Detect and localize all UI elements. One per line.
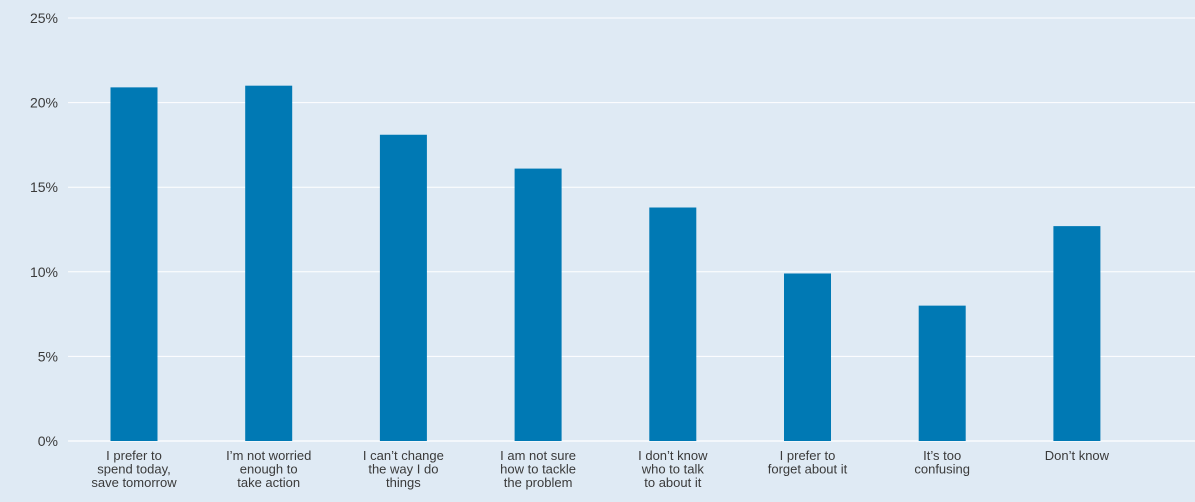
- x-category-label-line: the problem: [504, 475, 573, 490]
- y-tick-label: 25%: [30, 10, 58, 26]
- y-tick-label: 15%: [30, 179, 58, 195]
- x-category-label: I don’t know who to talk to about it: [638, 448, 708, 490]
- x-category-label-line: I’m not worried: [226, 448, 311, 463]
- y-tick-label: 5%: [38, 348, 58, 364]
- bar: [918, 305, 966, 441]
- y-tick-label: 20%: [30, 95, 58, 111]
- x-category-label-line: to about it: [644, 475, 701, 490]
- grid: [68, 17, 1195, 442]
- x-category-label-line: save tomorrow: [91, 475, 177, 490]
- x-category-label-line: the way I do: [368, 462, 438, 477]
- x-category-label-line: things: [386, 475, 421, 490]
- x-category-label-line: who to talk: [641, 462, 705, 477]
- x-category-label: I prefer to spend today, save tomorrow: [91, 448, 177, 490]
- bar: [245, 85, 293, 442]
- x-category-label-line: I prefer to: [106, 448, 162, 463]
- x-category-label: I prefer to forget about it: [768, 448, 848, 477]
- x-category-label-line: I am not sure: [500, 448, 576, 463]
- bar: [514, 168, 562, 441]
- x-category-label-line: It’s too: [923, 448, 961, 463]
- x-category-label-line: take action: [237, 475, 300, 490]
- x-category-label-line: enough to: [240, 462, 298, 477]
- y-tick-label: 10%: [30, 264, 58, 280]
- x-category-label-line: spend today,: [97, 462, 170, 477]
- x-category-label-line: I can’t change: [363, 448, 444, 463]
- x-category-label: Don’t know: [1045, 448, 1110, 463]
- bar: [1053, 226, 1101, 441]
- x-category-label: It’s too confusing: [914, 448, 970, 477]
- y-axis-ticks: 0% 5% 10% 15% 20% 25%: [30, 10, 58, 449]
- y-tick-label: 0%: [38, 433, 58, 449]
- x-category-label-line: forget about it: [768, 462, 848, 477]
- x-category-label: I am not sure how to tackle the problem: [500, 448, 576, 490]
- bars: [110, 85, 1101, 442]
- x-category-label-line: how to tackle: [500, 462, 576, 477]
- x-category-label-line: confusing: [914, 462, 970, 477]
- bar: [379, 134, 427, 442]
- bar: [649, 207, 697, 441]
- x-category-label-line: Don’t know: [1045, 448, 1110, 463]
- bar: [784, 273, 831, 441]
- bar: [110, 87, 158, 441]
- x-category-label: I can’t change the way I do things: [363, 448, 444, 490]
- x-category-label-line: I prefer to: [780, 448, 836, 463]
- x-axis-labels: I prefer to spend today, save tomorrowI’m …: [91, 448, 1109, 490]
- x-category-label: I’m not worried enough to take action: [226, 448, 311, 490]
- x-category-label-line: I don’t know: [638, 448, 708, 463]
